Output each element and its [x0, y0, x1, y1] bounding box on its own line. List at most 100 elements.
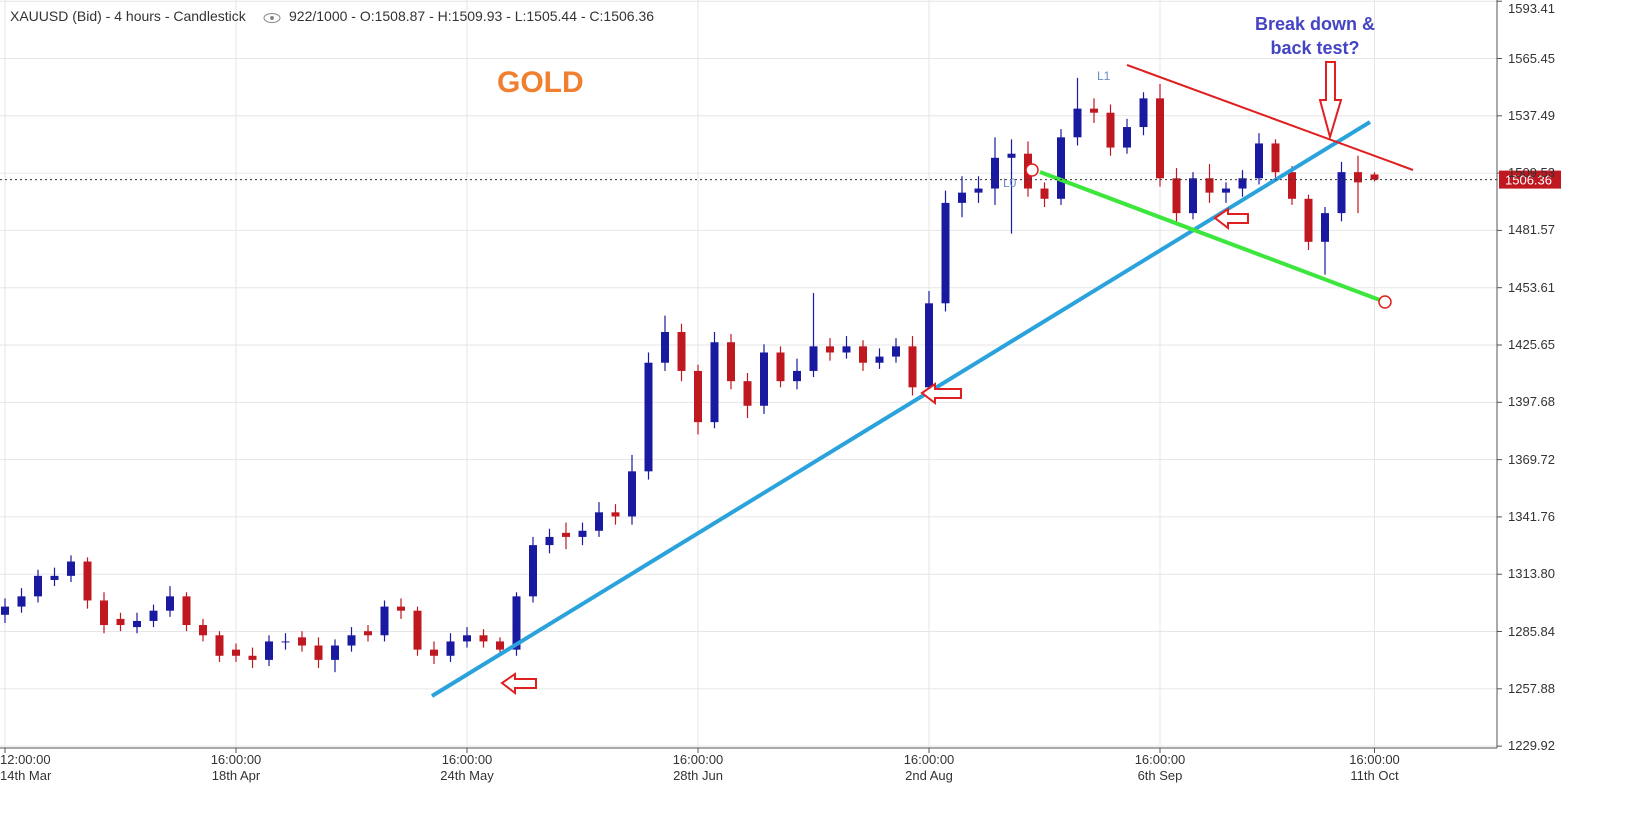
arrow [500, 672, 537, 696]
candle-body [496, 641, 504, 650]
symbol-title: XAUUSD (Bid) - 4 hours - Candlestick [10, 8, 246, 24]
candle-body [595, 512, 603, 531]
y-tick-label: 1257.88 [1508, 680, 1555, 696]
candle-body [331, 645, 339, 660]
candle-body [1370, 174, 1379, 180]
candle-body [628, 471, 636, 517]
y-tick-label: 1509.53 [1508, 165, 1555, 181]
candle-body [578, 530, 587, 537]
candle-body [199, 625, 207, 636]
candle-body [397, 606, 405, 611]
candle-body [1073, 108, 1082, 138]
y-tick-label: 1397.68 [1508, 394, 1555, 410]
candle-body [1139, 98, 1148, 128]
x-tick-label: 16:00:00 28th Jun [672, 752, 724, 783]
candle-body [380, 606, 389, 636]
candle-body [974, 188, 983, 193]
x-tick-label: 16:00:00 2nd Aug [903, 752, 955, 783]
y-tick-label: 1313.80 [1508, 566, 1555, 582]
candle-body [347, 635, 356, 646]
candle-body [512, 596, 521, 650]
l0-label: L0 [1003, 176, 1017, 190]
candle-body [1172, 178, 1181, 214]
arrows [500, 61, 1343, 696]
candle-body [67, 561, 75, 576]
candle-body [83, 561, 92, 601]
candle-body [1337, 172, 1346, 214]
candle-body [793, 370, 801, 382]
upper-channel-line [1126, 64, 1414, 171]
eye-icon [263, 13, 281, 23]
candle-body [1189, 178, 1197, 214]
candle-body [1106, 112, 1115, 148]
candle-body [166, 596, 174, 611]
candle-body [1156, 98, 1164, 179]
candle-body [727, 342, 735, 382]
overlay: 1506.36 [0, 170, 1561, 189]
y-tick-label: 1453.61 [1508, 279, 1555, 295]
candle-body [545, 536, 554, 546]
candle-body [842, 346, 851, 353]
candle-body [232, 649, 240, 656]
candle-body [479, 635, 488, 642]
arrow [1213, 207, 1249, 231]
candle-body [248, 655, 257, 660]
anchor-point [1378, 295, 1392, 309]
x-tick-label: 12:00:00 14th Mar [0, 752, 52, 783]
candle-body [446, 641, 455, 656]
arrow [1318, 61, 1343, 141]
last-price-box [1499, 170, 1561, 189]
candle-body [760, 352, 768, 406]
y-tick-label: 1537.49 [1508, 107, 1555, 123]
candle-body [562, 532, 570, 537]
candle-body [677, 331, 686, 371]
candle-body [809, 346, 818, 371]
y-tick-label: 1565.45 [1508, 50, 1555, 66]
y-tick-label: 1425.65 [1508, 337, 1555, 352]
candle-body [364, 631, 372, 636]
grid [0, 0, 1502, 753]
candle-body [298, 637, 306, 646]
candle-body [430, 649, 438, 656]
candle-body [1255, 143, 1263, 179]
anchor-point [1025, 163, 1039, 177]
candle-body [116, 618, 125, 626]
candle-body [149, 610, 158, 621]
candle-body [1288, 172, 1296, 199]
candle-body [50, 575, 59, 580]
last-price-label: 1506.36 [1505, 173, 1552, 188]
x-tick-label: 16:00:00 6th Sep [1134, 752, 1186, 783]
candle-body [281, 641, 290, 643]
candle-body [1271, 143, 1280, 173]
x-tick-label: 16:00:00 11th Oct [1349, 752, 1400, 783]
candle-body [941, 202, 950, 304]
candle-body [776, 352, 785, 382]
candle-body [265, 641, 273, 660]
candle-body [1238, 178, 1247, 189]
candle-body [1222, 188, 1230, 193]
y-tick-label: 1369.72 [1508, 451, 1555, 467]
y-tick-label: 1593.41 [1508, 1, 1555, 16]
candle-body [826, 346, 834, 353]
candle-body [133, 620, 141, 628]
candle-body [182, 596, 191, 626]
candle-body [17, 596, 26, 607]
candle-body [1, 606, 9, 615]
candle-body [611, 512, 620, 517]
support-trendline [430, 120, 1372, 698]
candle-body [529, 545, 537, 597]
candle-body [1321, 213, 1329, 242]
candle-body [314, 645, 323, 660]
candle-body [100, 600, 108, 626]
y-tick-label: 1341.76 [1508, 508, 1555, 524]
candle-body [1090, 108, 1098, 113]
candle-body [958, 192, 966, 203]
candle-body [413, 610, 422, 650]
candle-body [1354, 172, 1362, 183]
candle-body [1123, 127, 1131, 148]
candle-body [859, 346, 867, 363]
ohlc-info: 922/1000 - O:1508.87 - H:1509.93 - L:150… [289, 8, 655, 24]
candle-body [875, 356, 884, 363]
